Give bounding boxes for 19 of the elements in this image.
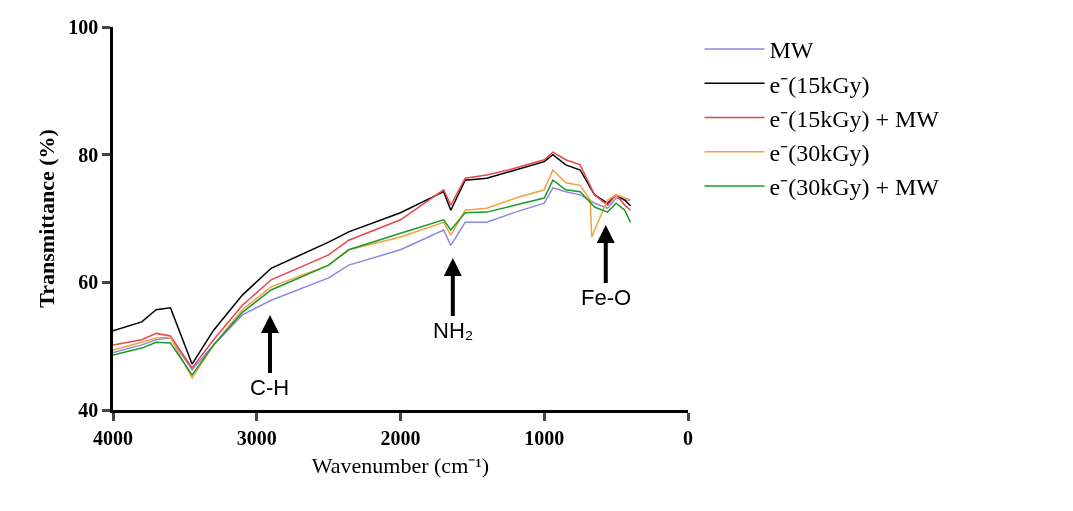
x-tick-label: 3000 bbox=[236, 426, 277, 449]
y-tick-label: 60 bbox=[78, 271, 99, 294]
x-tick-label: 1000 bbox=[524, 426, 565, 449]
legend-label: MW bbox=[769, 37, 814, 64]
y-axis-title: Transmittance (%) bbox=[34, 129, 60, 308]
x-tick-label: 0 bbox=[683, 426, 693, 449]
y-tick-label: 100 bbox=[68, 16, 99, 38]
legend-label: e⁻(30kGy) bbox=[769, 140, 870, 167]
x-axis-title: Wavenumber (cm⁻¹) bbox=[311, 452, 490, 478]
annotation: C-H bbox=[250, 375, 290, 400]
legend-label: e⁻(15kGy) bbox=[769, 71, 870, 98]
legend-label: e⁻(15kGy) + MW bbox=[769, 105, 940, 132]
y-tick-label: 80 bbox=[78, 143, 99, 166]
legend-label: e⁻(30kGy) + MW bbox=[769, 174, 940, 201]
annotation: Fe-O bbox=[581, 285, 632, 310]
y-tick-label: 40 bbox=[78, 399, 99, 421]
x-tick-label: 4000 bbox=[93, 426, 133, 449]
annotation: NH₂ bbox=[433, 318, 474, 343]
x-tick-label: 2000 bbox=[380, 426, 421, 449]
